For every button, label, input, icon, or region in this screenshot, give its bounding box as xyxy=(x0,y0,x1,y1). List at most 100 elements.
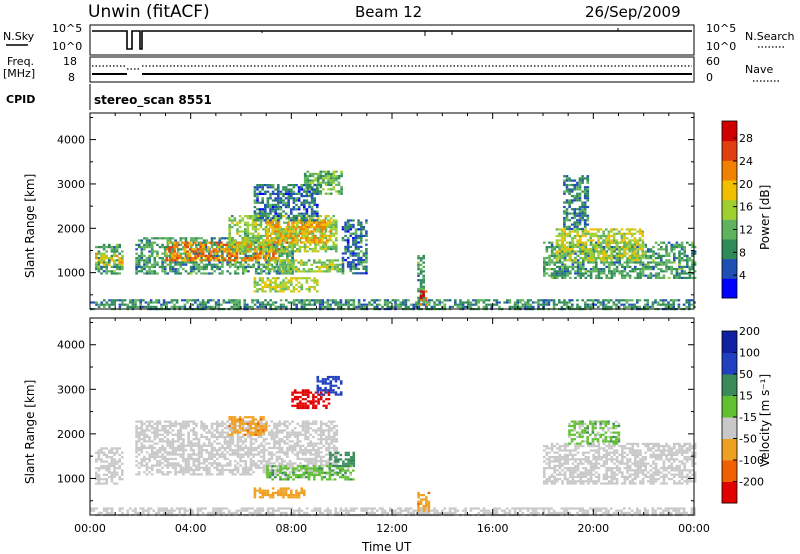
echo-cell xyxy=(189,237,193,240)
echo-cell xyxy=(631,246,634,249)
echo-cell xyxy=(324,177,328,180)
echo-cell xyxy=(287,228,290,231)
echo-cell xyxy=(221,246,224,249)
echo-cell xyxy=(675,243,679,246)
echo-cell xyxy=(197,451,201,454)
echo-cell xyxy=(231,219,234,222)
echo-cell xyxy=(261,214,264,217)
echo-cell xyxy=(341,256,345,259)
echo-cell xyxy=(594,303,597,306)
echo-cell xyxy=(670,248,673,251)
echo-cell xyxy=(595,276,598,279)
echo-cell xyxy=(256,186,259,189)
echo-cell xyxy=(417,296,420,299)
echo-cell xyxy=(268,221,272,224)
echo-cell xyxy=(273,265,276,268)
echo-cell xyxy=(256,199,259,202)
echo-cell xyxy=(576,265,580,268)
echo-cell xyxy=(307,237,311,240)
echo-cell xyxy=(314,215,317,218)
echo-cell xyxy=(189,239,193,242)
echo-cell xyxy=(271,239,274,242)
echo-cell xyxy=(621,263,624,266)
echo-cell xyxy=(208,440,211,443)
echo-cell xyxy=(113,299,116,302)
echo-cell xyxy=(636,305,639,308)
echo-cell xyxy=(362,259,366,262)
echo-cell xyxy=(201,301,205,304)
echo-cell xyxy=(308,195,311,198)
echo-cell xyxy=(207,248,210,251)
echo-cell xyxy=(140,433,144,436)
echo-cell xyxy=(578,223,582,226)
echo-cell xyxy=(673,246,676,249)
echo-cell xyxy=(319,228,322,231)
echo-cell xyxy=(597,230,600,233)
echo-cell xyxy=(362,234,366,237)
echo-cell xyxy=(605,261,608,264)
echo-cell xyxy=(166,453,170,456)
nsky-panel: N.Sky 10^5 10^0 10^5 10^0 N.Search xyxy=(3,22,795,56)
echo-cell xyxy=(244,261,248,264)
echo-cell xyxy=(306,241,309,244)
echo-cell xyxy=(228,272,232,275)
echo-cell xyxy=(306,183,310,186)
echo-cell xyxy=(307,239,311,242)
echo-cell xyxy=(693,250,697,253)
echo-cell xyxy=(560,241,564,244)
echo-cell xyxy=(218,268,222,271)
echo-cell xyxy=(610,259,613,262)
echo-cell xyxy=(633,254,637,257)
echo-cell xyxy=(417,274,420,277)
echo-cell xyxy=(165,259,169,262)
echo-cell xyxy=(249,265,253,268)
echo-cell xyxy=(170,301,174,304)
echo-cell xyxy=(543,265,546,268)
echo-cell xyxy=(626,274,629,277)
echo-cell xyxy=(568,299,571,302)
echo-cell xyxy=(272,303,275,306)
echo-cell xyxy=(419,292,423,295)
echo-cell xyxy=(277,237,281,240)
echo-cell xyxy=(279,190,283,193)
echo-cell xyxy=(543,274,546,277)
echo-cell xyxy=(281,234,285,237)
echo-cell xyxy=(670,268,673,271)
echo-cell xyxy=(543,263,546,266)
echo-cell xyxy=(241,239,244,242)
echo-cell xyxy=(322,248,325,251)
echo-cell xyxy=(641,256,644,260)
echo-cell xyxy=(665,270,668,273)
echo-cell xyxy=(266,232,269,235)
echo-cell xyxy=(636,241,639,244)
echo-cell xyxy=(565,212,569,215)
echo-cell xyxy=(576,232,579,235)
echo-cell xyxy=(287,199,290,202)
echo-cell xyxy=(197,237,201,240)
echo-cell xyxy=(192,433,196,436)
echo-cell xyxy=(264,206,267,209)
echo-cell xyxy=(633,252,637,255)
echo-cell xyxy=(102,451,106,454)
echo-cell xyxy=(275,237,278,240)
echo-cell xyxy=(197,449,201,452)
echo-cell xyxy=(182,252,185,255)
echo-cell xyxy=(100,449,103,452)
echo-cell xyxy=(236,261,240,264)
echo-cell xyxy=(163,248,167,251)
echo-cell xyxy=(266,184,270,187)
echo-cell xyxy=(309,181,312,184)
echo-cell xyxy=(662,299,665,302)
echo-cell xyxy=(137,433,141,436)
echo-cell xyxy=(163,427,167,430)
echo-cell xyxy=(287,301,291,304)
echo-cell xyxy=(264,283,267,286)
echo-cell xyxy=(443,303,447,306)
echo-cell xyxy=(228,250,231,253)
echo-cell xyxy=(277,219,280,222)
echo-cell xyxy=(192,453,196,456)
echo-cell xyxy=(310,197,314,200)
echo-cell xyxy=(349,219,353,222)
echo-cell xyxy=(287,188,290,191)
echo-cell xyxy=(383,303,387,306)
